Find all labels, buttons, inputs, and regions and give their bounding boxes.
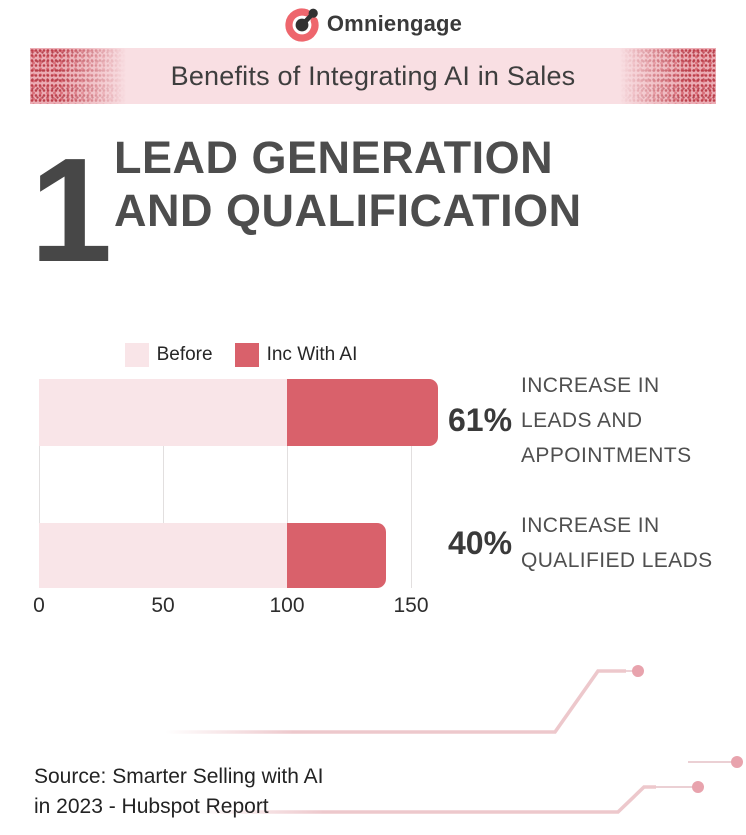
legend-item-inc-with-ai: Inc With AI: [234, 343, 358, 367]
callout-leads: 61% INCREASE IN LEADS AND APPOINTMENTS: [448, 368, 723, 473]
banner-title: Benefits of Integrating AI in Sales: [170, 60, 576, 91]
gridline-50: [163, 379, 164, 588]
legend-swatch: [234, 343, 259, 367]
trace-dot-3: [692, 781, 704, 793]
bar-segment-before-1: [39, 379, 287, 446]
trace-dot-2: [731, 756, 743, 768]
x-tick-label-0: 0: [33, 594, 45, 617]
banner-spray-texture-right: [616, 48, 716, 104]
x-tick-label-50: 50: [151, 594, 175, 617]
bar-chart: 0 50 100 150: [33, 379, 445, 619]
callout-qualified-label: INCREASE IN QUALIFIED LEADS: [521, 514, 713, 572]
legend-swatch: [124, 343, 149, 367]
bar-segment-inc-with-ai-2: [287, 523, 387, 588]
x-tick-label-150: 150: [393, 594, 429, 617]
section-title-line2: AND QUALIFICATION: [114, 185, 582, 236]
source-line1: Source: Smarter Selling with AI: [34, 765, 324, 788]
bar-segment-inc-with-ai-1: [287, 379, 439, 446]
gridline-0: [39, 379, 40, 588]
brand-name: Omniengage: [326, 11, 463, 36]
section-number: 1: [30, 128, 113, 293]
callout-leads-label: INCREASE IN LEADS AND APPOINTMENTS: [521, 374, 692, 467]
trace-dot-1: [632, 665, 644, 677]
bar-segment-before-2: [39, 523, 287, 588]
chart-legend: Before Inc With AI: [38, 341, 444, 369]
circuit-trace-decoration: [165, 665, 743, 814]
brand-logo-icon: [285, 8, 319, 42]
bar-row-2: [39, 523, 445, 588]
gridline-150: [411, 379, 412, 588]
title-banner: Benefits of Integrating AI in Sales: [30, 48, 716, 104]
x-tick-label-100: 100: [269, 594, 305, 617]
callout-qualified-value: 40%: [448, 524, 513, 561]
legend-item-before: Before: [124, 343, 213, 367]
brand-header: Omniengage: [0, 5, 746, 43]
banner-spray-texture-left: [30, 48, 130, 104]
legend-label: Before: [156, 344, 213, 365]
source-line2: in 2023 - Hubspot Report: [34, 795, 269, 818]
callout-qualified: 40% INCREASE IN QUALIFIED LEADS: [448, 508, 723, 578]
bar-row-1: [39, 379, 445, 446]
legend-label: Inc With AI: [266, 344, 358, 365]
callout-leads-value: 61%: [448, 402, 513, 438]
gridline-100: [287, 379, 288, 588]
section-title: LEAD GENERATION AND QUALIFICATION: [114, 131, 582, 237]
source-citation: Source: Smarter Selling with AI in 2023 …: [34, 762, 323, 822]
section-title-line1: LEAD GENERATION: [114, 132, 554, 183]
